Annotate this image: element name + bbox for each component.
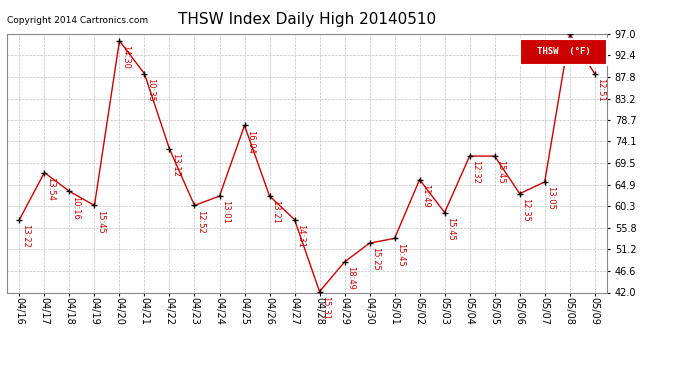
Text: 15:31: 15:31: [321, 296, 330, 320]
Text: 15:45: 15:45: [396, 243, 405, 266]
Text: 12:51: 12:51: [596, 78, 605, 102]
Text: 13:05: 13:05: [546, 186, 555, 210]
Text: 12:35: 12:35: [521, 198, 530, 222]
Text: 10:16: 10:16: [71, 195, 80, 219]
Text: 13:54: 13:54: [46, 177, 55, 201]
Text: 14:30: 14:30: [121, 45, 130, 69]
Text: 15:45: 15:45: [496, 160, 505, 184]
Text: 13:12: 13:12: [171, 153, 180, 177]
Text: 15:45: 15:45: [96, 210, 105, 233]
Text: 10:54: 10:54: [571, 38, 580, 62]
Text: 11:49: 11:49: [421, 184, 430, 207]
Text: 18:49: 18:49: [346, 266, 355, 290]
Text: 15:25: 15:25: [371, 247, 380, 271]
Title: THSW Index Daily High 20140510: THSW Index Daily High 20140510: [178, 12, 436, 27]
Text: 14:31: 14:31: [296, 224, 305, 248]
Text: 15:45: 15:45: [446, 217, 455, 240]
Text: 12:32: 12:32: [471, 160, 480, 184]
Text: 13:01: 13:01: [221, 200, 230, 224]
Text: 13:21: 13:21: [271, 200, 280, 224]
Text: 12:52: 12:52: [196, 210, 205, 233]
Text: 16:04: 16:04: [246, 130, 255, 153]
Text: Copyright 2014 Cartronics.com: Copyright 2014 Cartronics.com: [7, 16, 148, 25]
Text: 10:35: 10:35: [146, 78, 155, 102]
Text: 13:22: 13:22: [21, 224, 30, 248]
